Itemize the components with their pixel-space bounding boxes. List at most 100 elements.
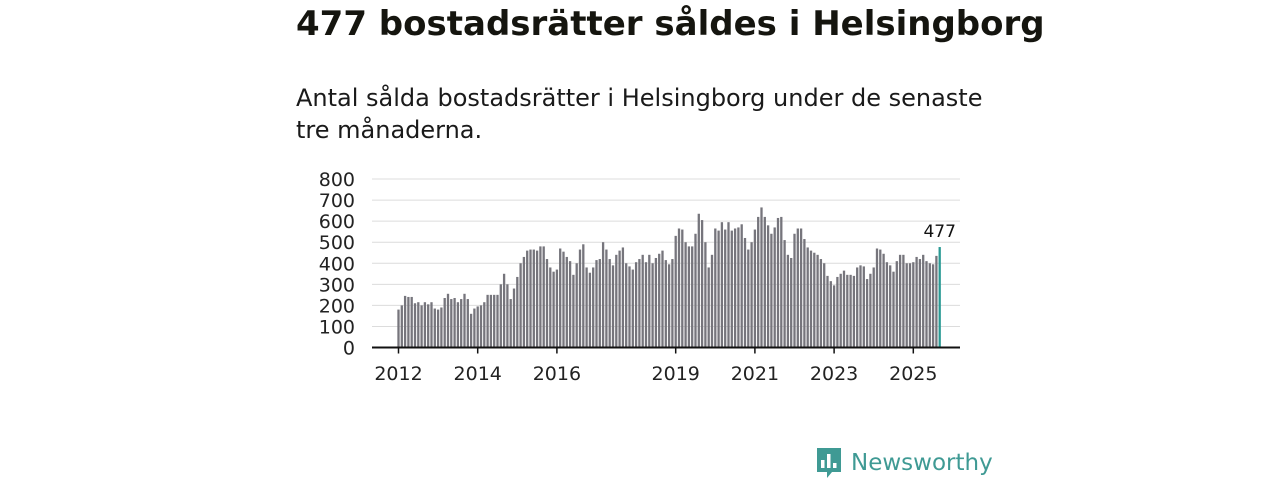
bar <box>605 249 608 348</box>
bar <box>559 248 562 348</box>
bar <box>417 302 420 348</box>
chart-title: 477 bostadsrätter såldes i Helsingborg <box>296 4 1045 44</box>
bar <box>773 227 776 348</box>
bar <box>730 230 733 348</box>
bar <box>700 220 704 348</box>
bar <box>529 249 532 348</box>
bar <box>502 273 506 348</box>
bar <box>608 259 611 348</box>
bar <box>582 244 585 348</box>
bar <box>460 299 463 348</box>
bar <box>707 267 710 348</box>
y-tick-label: 800 <box>319 169 355 191</box>
last-value-label: 477 <box>923 222 955 242</box>
bar <box>862 266 865 348</box>
bar <box>430 302 433 348</box>
bar <box>506 284 509 348</box>
bar <box>892 271 895 348</box>
bar <box>568 261 572 348</box>
bar <box>440 307 443 348</box>
bar <box>496 294 499 348</box>
bar <box>823 263 826 348</box>
bar <box>809 250 813 348</box>
bar <box>727 222 730 348</box>
bar <box>598 259 601 348</box>
bar <box>882 253 885 348</box>
bar <box>631 269 634 348</box>
bar <box>697 213 700 348</box>
bar <box>733 228 737 348</box>
bar <box>413 303 417 348</box>
bar <box>783 240 786 348</box>
bar <box>578 249 582 348</box>
bar <box>519 263 522 348</box>
bar <box>433 308 436 348</box>
bar <box>770 233 773 348</box>
y-tick-label: 500 <box>319 232 355 254</box>
bar <box>704 242 707 348</box>
bar <box>750 242 753 348</box>
bar <box>885 262 889 348</box>
bar <box>466 299 469 348</box>
bar <box>674 235 677 348</box>
x-tick-label: 2021 <box>731 363 779 385</box>
bar <box>865 279 869 348</box>
x-tick-label: 2023 <box>810 363 858 385</box>
bar <box>766 225 770 348</box>
bar <box>618 250 621 348</box>
bar <box>875 248 879 348</box>
bar <box>856 267 859 348</box>
bar <box>592 267 595 348</box>
bar <box>905 263 908 348</box>
newsworthy-logo: Newsworthy <box>815 446 993 480</box>
bar <box>456 302 460 348</box>
bar <box>545 259 549 348</box>
bar <box>849 274 852 348</box>
bar <box>799 228 803 348</box>
bar <box>908 263 912 348</box>
bar <box>443 298 446 348</box>
bar <box>651 263 654 348</box>
bar <box>846 274 849 348</box>
bar <box>549 267 552 348</box>
bar <box>819 259 823 348</box>
bar <box>803 239 806 348</box>
bar <box>427 304 430 348</box>
x-tick-label: 2019 <box>652 363 700 385</box>
bar <box>615 254 618 348</box>
bar <box>509 299 512 348</box>
bar <box>493 294 496 348</box>
bar <box>522 256 526 348</box>
bar <box>469 313 473 348</box>
bar <box>720 222 724 348</box>
bar <box>925 261 928 348</box>
bar <box>872 267 875 348</box>
bar <box>410 296 413 348</box>
chart-subtitle: Antal sålda bostadsrätter i Helsingborg … <box>296 84 983 144</box>
y-tick-label: 0 <box>343 338 355 360</box>
x-tick-label: 2025 <box>889 363 937 385</box>
bar <box>859 265 862 348</box>
bar <box>714 228 717 348</box>
y-tick-label: 400 <box>319 253 355 275</box>
bar <box>539 246 542 348</box>
bar <box>743 237 747 348</box>
bar <box>902 254 905 348</box>
bar <box>644 262 648 348</box>
bar <box>793 233 796 348</box>
bar <box>479 305 483 348</box>
bar <box>542 246 545 348</box>
bar <box>816 254 819 348</box>
bar <box>403 295 407 348</box>
bar <box>512 288 516 348</box>
bar <box>935 255 938 348</box>
bar <box>842 270 846 348</box>
bar <box>420 305 423 348</box>
bar <box>836 276 839 348</box>
bar <box>684 242 687 348</box>
bar <box>453 298 456 348</box>
bar <box>786 254 790 348</box>
bar <box>869 273 872 348</box>
bar <box>694 233 697 348</box>
